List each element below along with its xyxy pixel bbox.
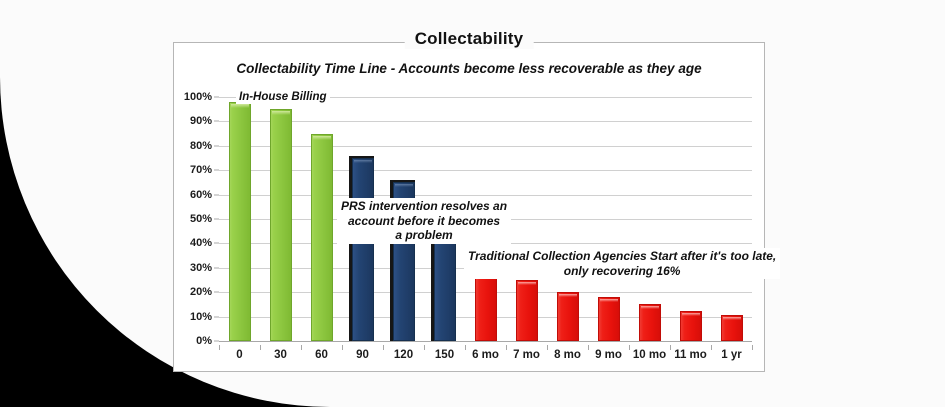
annotation-line: only recovering 16% — [563, 263, 681, 278]
bar-body — [310, 133, 333, 341]
bar-10-mo — [638, 304, 661, 341]
annotation-prs-intervention: PRS intervention resolves an account bef… — [337, 198, 512, 244]
x-axis-tick — [383, 345, 384, 350]
annotation-line: In-House Billing — [239, 91, 327, 103]
y-axis-label: 70% — [189, 164, 212, 177]
bar-1-yr — [720, 315, 743, 341]
x-axis-label: 90 — [356, 349, 369, 361]
bar-body — [556, 292, 579, 341]
x-axis-label: 11 mo — [674, 349, 707, 361]
y-axis-label: 100% — [183, 91, 212, 103]
x-axis-label: 9 mo — [595, 349, 622, 361]
bar-body — [597, 297, 620, 341]
bar-0 — [228, 101, 251, 341]
x-axis-label: 8 mo — [554, 349, 581, 361]
x-axis-tick — [670, 345, 671, 350]
y-axis-label: 40% — [189, 237, 212, 250]
x-axis: 0 30 60 90 120 150 6 mo 7 mo 8 mo 9 mo 10 mo 11 mo 1… — [219, 345, 753, 367]
chart-frame: Collectability Collectability Time Line … — [173, 29, 781, 372]
chart-subtitle: Collectability Time Line - Accounts beco… — [236, 61, 702, 76]
bar-body — [351, 158, 374, 341]
bar-body — [228, 101, 251, 341]
bar-60 — [310, 133, 333, 341]
bar-body — [515, 280, 538, 341]
gridline — [219, 170, 752, 172]
y-axis-label: 30% — [189, 261, 212, 274]
annotation-line: account before it becomes — [348, 213, 501, 228]
gridline — [219, 194, 752, 196]
y-axis-tick — [214, 242, 219, 244]
x-axis-label: 10 mo — [632, 349, 667, 361]
y-axis-tick — [214, 194, 219, 196]
x-axis-label: 0 — [236, 349, 243, 361]
bar-body — [720, 315, 743, 341]
x-axis-label: 1 yr — [721, 349, 742, 361]
y-axis-label: 90% — [189, 115, 212, 128]
bar-7-mo — [515, 280, 538, 341]
y-axis-tick — [214, 340, 219, 342]
y-axis-label: 0% — [196, 335, 212, 347]
y-axis-tick — [214, 267, 219, 269]
y-axis-label: 10% — [189, 310, 212, 323]
y-axis-tick — [214, 218, 219, 220]
x-axis-label: 150 — [434, 349, 455, 361]
x-axis-label: 120 — [393, 349, 414, 361]
annotation-in-house-billing: In-House Billing — [236, 90, 330, 105]
x-axis-label: 7 mo — [513, 349, 540, 361]
bar-body — [679, 310, 702, 341]
y-axis-label: 80% — [189, 139, 212, 152]
annotation-traditional-collection: Traditional Collection Agencies Start af… — [464, 248, 781, 280]
x-axis-tick — [260, 345, 261, 350]
x-axis-tick — [342, 345, 343, 350]
annotation-line: a problem — [395, 228, 453, 243]
x-axis-label: 60 — [315, 349, 328, 361]
gridline — [219, 97, 752, 98]
x-axis-tick — [301, 345, 302, 350]
gridline — [219, 145, 752, 147]
x-axis-tick — [219, 345, 220, 350]
annotation-line: PRS intervention resolves an — [341, 199, 508, 213]
gridline — [219, 121, 752, 123]
chart-title: Collectability — [404, 29, 534, 49]
x-axis-tick — [588, 345, 589, 350]
x-axis-tick — [752, 345, 753, 350]
bar-90 — [348, 156, 374, 341]
y-axis-tick — [214, 145, 219, 147]
x-axis-tick — [711, 345, 712, 350]
bar-11-mo — [679, 310, 702, 341]
bar-150 — [430, 229, 456, 341]
y-axis-label: 60% — [189, 188, 212, 201]
y-axis-tick — [214, 120, 219, 122]
bar-body — [269, 109, 292, 341]
bar-9-mo — [597, 297, 620, 341]
gridline — [219, 341, 752, 342]
x-axis-tick — [424, 345, 425, 350]
bar-body — [638, 304, 661, 341]
x-axis-label: 6 mo — [472, 349, 499, 361]
bar-30 — [269, 109, 292, 341]
bar-body — [433, 231, 456, 341]
x-axis-tick — [465, 345, 466, 350]
y-axis-tick — [214, 316, 219, 318]
x-axis-tick — [629, 345, 630, 350]
x-axis-tick — [506, 345, 507, 350]
gridline — [219, 243, 752, 245]
y-axis-tick — [214, 291, 219, 293]
y-axis-tick — [214, 96, 219, 98]
y-axis-label: 20% — [189, 286, 212, 299]
y-axis-label: 50% — [189, 213, 212, 225]
annotation-line: Traditional Collection Agencies Start af… — [468, 249, 777, 263]
x-axis-label: 30 — [274, 349, 287, 361]
bar-8-mo — [556, 292, 579, 341]
y-axis-tick — [214, 169, 219, 171]
x-axis-tick — [547, 345, 548, 350]
